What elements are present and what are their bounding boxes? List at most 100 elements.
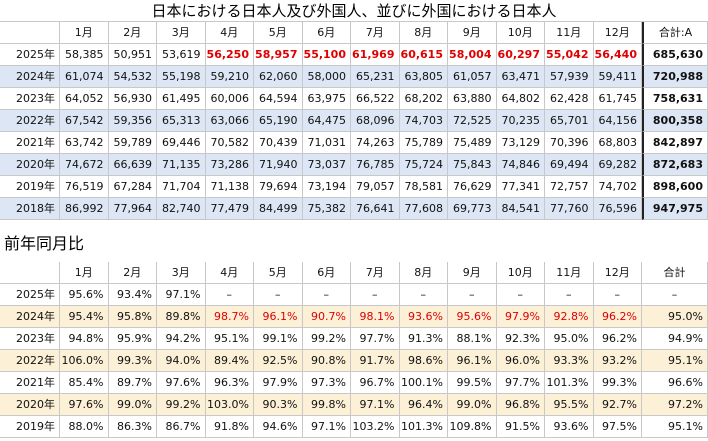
data-cell: 56,250 — [205, 44, 254, 66]
row-year: 2025年 — [0, 284, 60, 306]
data-cell: 96.7% — [351, 372, 400, 394]
data-cell: 95.6% — [448, 306, 497, 328]
data-cell: 103.2% — [351, 416, 400, 438]
data-cell: 74,703 — [399, 110, 448, 132]
data-cell: 109.8% — [448, 416, 497, 438]
data-cell: 76,519 — [60, 176, 109, 198]
data-cell: 74,702 — [593, 176, 642, 198]
data-cell: 95.0% — [545, 328, 594, 350]
data-cell: 64,802 — [496, 88, 545, 110]
data-cell: 61,495 — [157, 88, 206, 110]
data-cell: 77,760 — [545, 198, 594, 220]
data-cell: 72,525 — [448, 110, 497, 132]
data-cell: – — [399, 284, 448, 306]
data-cell: 95.1% — [205, 328, 254, 350]
data-cell: 65,231 — [351, 66, 400, 88]
data-cell: 99.2% — [157, 394, 206, 416]
data-cell: 74,263 — [351, 132, 400, 154]
data-cell: 76,596 — [593, 198, 642, 220]
column-header: 6月 — [302, 262, 351, 284]
data-cell: 97.5% — [593, 416, 642, 438]
data-cell: 96.3% — [205, 372, 254, 394]
data-cell: 62,428 — [545, 88, 594, 110]
data-cell: – — [254, 284, 303, 306]
data-cell: 97.3% — [302, 372, 351, 394]
data-cell: 93.3% — [545, 350, 594, 372]
data-cell: 96.2% — [593, 306, 642, 328]
data-cell: 70,235 — [496, 110, 545, 132]
row-year: 2023年 — [0, 88, 60, 110]
data-cell: 63,880 — [448, 88, 497, 110]
data-cell: 99.5% — [448, 372, 497, 394]
data-cell: 74,672 — [60, 154, 109, 176]
column-header: 11月 — [545, 22, 594, 44]
data-cell: 95.9% — [108, 328, 157, 350]
data-cell: 100.1% — [399, 372, 448, 394]
data-cell: 96.8% — [496, 394, 545, 416]
data-cell: 95.4% — [60, 306, 109, 328]
row-year: 2024年 — [0, 66, 60, 88]
data-cell: 76,629 — [448, 176, 497, 198]
row-year: 2019年 — [0, 176, 60, 198]
data-cell: 66,522 — [351, 88, 400, 110]
data-cell: 92.8% — [545, 306, 594, 328]
data-cell: 89.8% — [157, 306, 206, 328]
data-cell: 65,701 — [545, 110, 594, 132]
row-year: 2021年 — [0, 132, 60, 154]
data-cell: 55,198 — [157, 66, 206, 88]
row-year: 2023年 — [0, 328, 60, 350]
column-header: 2月 — [108, 262, 157, 284]
data-cell: 91.5% — [496, 416, 545, 438]
column-header: 3月 — [157, 22, 206, 44]
data-cell: 55,100 — [302, 44, 351, 66]
data-cell: 88.1% — [448, 328, 497, 350]
data-cell: 56,440 — [593, 44, 642, 66]
column-header: 4月 — [205, 262, 254, 284]
data-cell: – — [351, 284, 400, 306]
data-cell: 98.7% — [205, 306, 254, 328]
data-cell: 91.3% — [399, 328, 448, 350]
data-cell: 71,704 — [157, 176, 206, 198]
data-cell: 71,135 — [157, 154, 206, 176]
data-cell: 63,805 — [399, 66, 448, 88]
data-cell: 94.8% — [60, 328, 109, 350]
data-cell: 95.1% — [642, 416, 708, 438]
data-cell: 94.2% — [157, 328, 206, 350]
data-cell: 75,789 — [399, 132, 448, 154]
column-header: 合計 — [642, 262, 708, 284]
data-cell: 98.6% — [399, 350, 448, 372]
column-header: 7月 — [351, 22, 400, 44]
data-cell: 99.2% — [302, 328, 351, 350]
data-cell: 95.6% — [60, 284, 109, 306]
data-cell: 86.3% — [108, 416, 157, 438]
data-cell: 60,006 — [205, 88, 254, 110]
data-cell: – — [302, 284, 351, 306]
data-cell: 89.4% — [205, 350, 254, 372]
header-corner — [0, 262, 60, 284]
data-cell: 77,341 — [496, 176, 545, 198]
column-header: 1月 — [60, 262, 109, 284]
data-cell: 94.0% — [157, 350, 206, 372]
column-header: 10月 — [496, 262, 545, 284]
data-cell: 69,494 — [545, 154, 594, 176]
data-cell: 86.7% — [157, 416, 206, 438]
column-header: 7月 — [351, 262, 400, 284]
data-cell: 77,479 — [205, 198, 254, 220]
data-cell: 758,631 — [642, 88, 708, 110]
data-cell: – — [496, 284, 545, 306]
data-cell: 93.4% — [108, 284, 157, 306]
data-cell: 76,641 — [351, 198, 400, 220]
title: 日本における日本人及び外国人、並びに外国における日本人 — [0, 0, 708, 22]
data-cell: 96.2% — [593, 328, 642, 350]
data-cell: 99.0% — [108, 394, 157, 416]
data-cell: 95.1% — [642, 350, 708, 372]
data-cell: 69,282 — [593, 154, 642, 176]
data-cell: 97.9% — [496, 306, 545, 328]
data-cell: 94.6% — [254, 416, 303, 438]
data-cell: 65,313 — [157, 110, 206, 132]
data-cell: 68,202 — [399, 88, 448, 110]
column-header: 12月 — [593, 22, 642, 44]
data-cell: 97.6% — [60, 394, 109, 416]
data-cell: – — [545, 284, 594, 306]
